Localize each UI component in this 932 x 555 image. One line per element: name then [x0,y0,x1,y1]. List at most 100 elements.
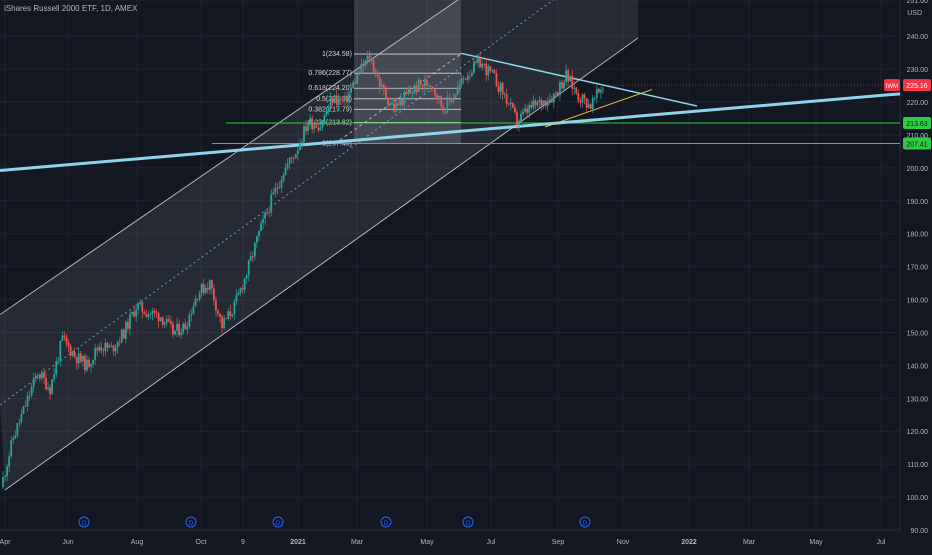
candle-body [143,311,146,315]
candle-body [303,126,305,142]
candle-body [163,322,166,325]
candle-body [272,192,275,195]
candle-body [292,157,295,159]
candle-body [401,99,404,106]
dividend-marker[interactable] [78,516,90,528]
candle-body [120,329,123,343]
candle-body [370,58,373,60]
candle-body [344,95,346,101]
candle-body [65,337,68,343]
x-tick-label: Mar [743,539,756,546]
candle-body [305,126,307,131]
candle-body [571,76,574,89]
candle-body [593,97,596,99]
candle-body [544,100,547,106]
candle-body [14,435,17,439]
candle-body [503,93,506,95]
dividend-marker[interactable] [272,516,284,528]
candle-body [282,175,285,181]
candle-body [16,423,19,436]
candle-body [552,94,555,103]
channel-midline [0,0,555,406]
candle-body [595,88,598,98]
dividend-marker[interactable] [579,516,591,528]
candle-body [413,85,416,94]
candle-body [557,92,559,95]
y-tick-label: 190.00 [907,199,929,206]
candle-body [589,104,592,110]
candle-body [411,93,414,94]
candle-body [112,345,115,352]
candle-body [96,348,99,351]
candle-body [104,342,107,351]
x-tick-label: Apr [0,539,11,546]
candle-body [575,87,578,94]
dividend-marker[interactable] [185,516,197,528]
triangle-lower-trendline [544,89,653,128]
candle-body [430,85,432,87]
candle-body [88,359,90,367]
candle-body [540,99,543,106]
candle-body [528,104,531,113]
y-tick-label: 160.00 [907,298,929,305]
candle-body [356,73,359,84]
x-tick-label: Aug [131,539,144,546]
candle-body [22,405,25,414]
candle-body [301,141,303,144]
y-tick-label: 251.00 [907,0,929,5]
candle-body [73,352,76,357]
candle-body [511,102,514,108]
candle-body [180,332,183,336]
candle-body [77,353,80,364]
candle-body [38,374,41,379]
y-tick-label: 110.00 [907,462,928,469]
candle-body [167,319,170,322]
dividend-marker[interactable] [462,516,474,528]
x-tick-label: Jul [877,539,886,546]
y-tick-label: 130.00 [907,396,929,403]
y-tick-label: 140.00 [907,363,929,370]
x-tick-label: Mar [351,539,364,546]
candle-body [32,377,35,388]
support-level-label: 207.41 [906,141,928,148]
candle-body [118,341,121,343]
candle-body [550,99,553,103]
candle-body [333,95,336,103]
candle-body [493,70,496,74]
candle-body [399,99,402,106]
candle-body [200,284,203,294]
candle-body [290,157,293,159]
candle-body [587,104,590,108]
candle-body [380,84,383,87]
candle-body [522,111,524,114]
candle-body [516,112,518,126]
candle-body [86,359,88,371]
fib-level-label: 0(207.40) [322,141,352,148]
candle-body [466,75,469,80]
candle-body [296,150,299,154]
dividend-marker[interactable] [380,516,392,528]
candle-body [204,287,207,293]
candle-body [208,280,211,290]
candle-body [157,313,160,322]
candle-body [387,97,389,105]
candle-body [346,95,348,103]
candle-body [487,66,490,76]
candle-body [561,82,563,89]
candle-body [47,387,49,390]
x-tick-label: Sep [552,539,565,546]
candle-body [554,92,557,95]
candle-body [184,323,187,330]
candle-body [221,316,223,328]
candle-body [141,302,144,312]
candle-body [505,93,508,104]
candle-body [71,352,74,356]
candle-body [90,364,92,367]
candle-body [55,361,58,375]
candle-body [100,347,103,351]
last-price-label: 225.16 [906,83,928,90]
candle-body [567,70,570,82]
candle-body [319,127,322,131]
